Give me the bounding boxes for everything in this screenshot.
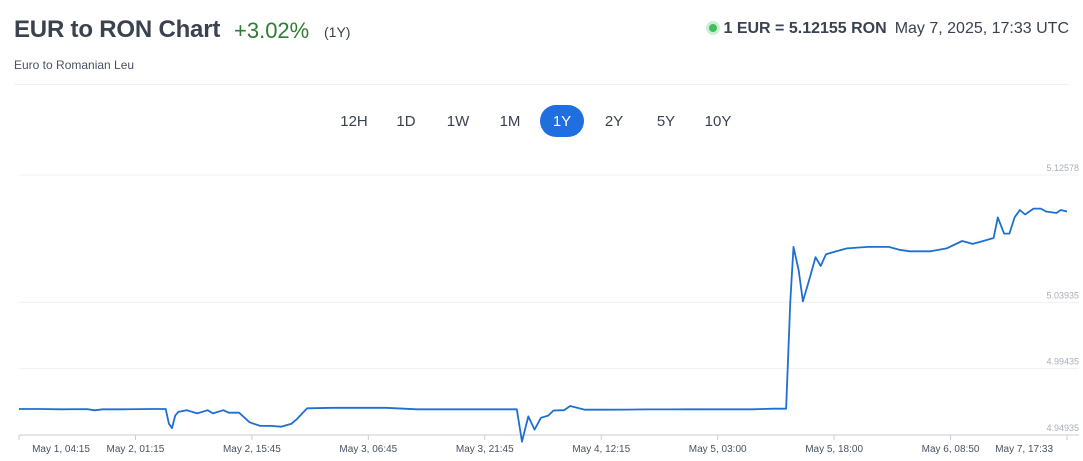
x-tick-label: May 6, 08:50 [922, 444, 980, 455]
x-tick-label: May 1, 04:15 [32, 444, 90, 455]
x-tick-label: May 3, 06:45 [339, 444, 397, 455]
x-tick-label: May 5, 03:00 [689, 444, 747, 455]
chart-header: EUR to RON Chart +3.02% (1Y) Euro to Rom… [14, 14, 1069, 84]
x-tick-label: May 4, 12:15 [572, 444, 630, 455]
time-range-selector: 12H 1D 1W 1M 1Y 2Y 5Y 10Y [332, 105, 740, 137]
live-rate: 1 EUR = 5.12155 RON May 7, 2025, 17:33 UT… [709, 20, 1069, 38]
x-tick-label: May 5, 18:00 [805, 444, 863, 455]
y-tick-label: 4.99435 [1046, 357, 1079, 367]
rate-line-chart: 5.12578 5.03935 4.99435 4.94935 May 1, 04:15… [18, 163, 1079, 455]
pair-subtitle: Euro to Romanian Leu [14, 58, 135, 72]
range-button-10y[interactable]: 10Y [696, 105, 740, 137]
range-button-1w[interactable]: 1W [436, 105, 480, 137]
change-percent: +3.02% [234, 18, 310, 43]
range-button-2y[interactable]: 2Y [592, 105, 636, 137]
x-tick-label: May 2, 01:15 [107, 444, 165, 455]
change-period: (1Y) [324, 24, 351, 40]
range-button-1d[interactable]: 1D [384, 105, 428, 137]
live-status-icon [709, 23, 718, 32]
range-button-1y[interactable]: 1Y [540, 105, 584, 137]
x-tick-label: May 7, 17:33 [995, 444, 1053, 455]
y-tick-label: 4.94935 [1046, 423, 1079, 433]
header-divider [14, 84, 1069, 85]
page-title: EUR to RON Chart [14, 16, 221, 43]
y-tick-label: 5.03935 [1046, 290, 1079, 300]
x-tick-label: May 3, 21:45 [456, 444, 514, 455]
rate-timestamp: May 7, 2025, 17:33 UTC [894, 20, 1069, 37]
series-line [19, 207, 1068, 443]
range-button-5y[interactable]: 5Y [644, 105, 688, 137]
y-tick-label: 5.12578 [1046, 163, 1079, 173]
x-tick-label: May 2, 15:45 [223, 444, 281, 455]
rate-value: 1 EUR = 5.12155 RON [723, 20, 887, 37]
range-button-12h[interactable]: 12H [332, 105, 376, 137]
range-button-1m[interactable]: 1M [488, 105, 532, 137]
